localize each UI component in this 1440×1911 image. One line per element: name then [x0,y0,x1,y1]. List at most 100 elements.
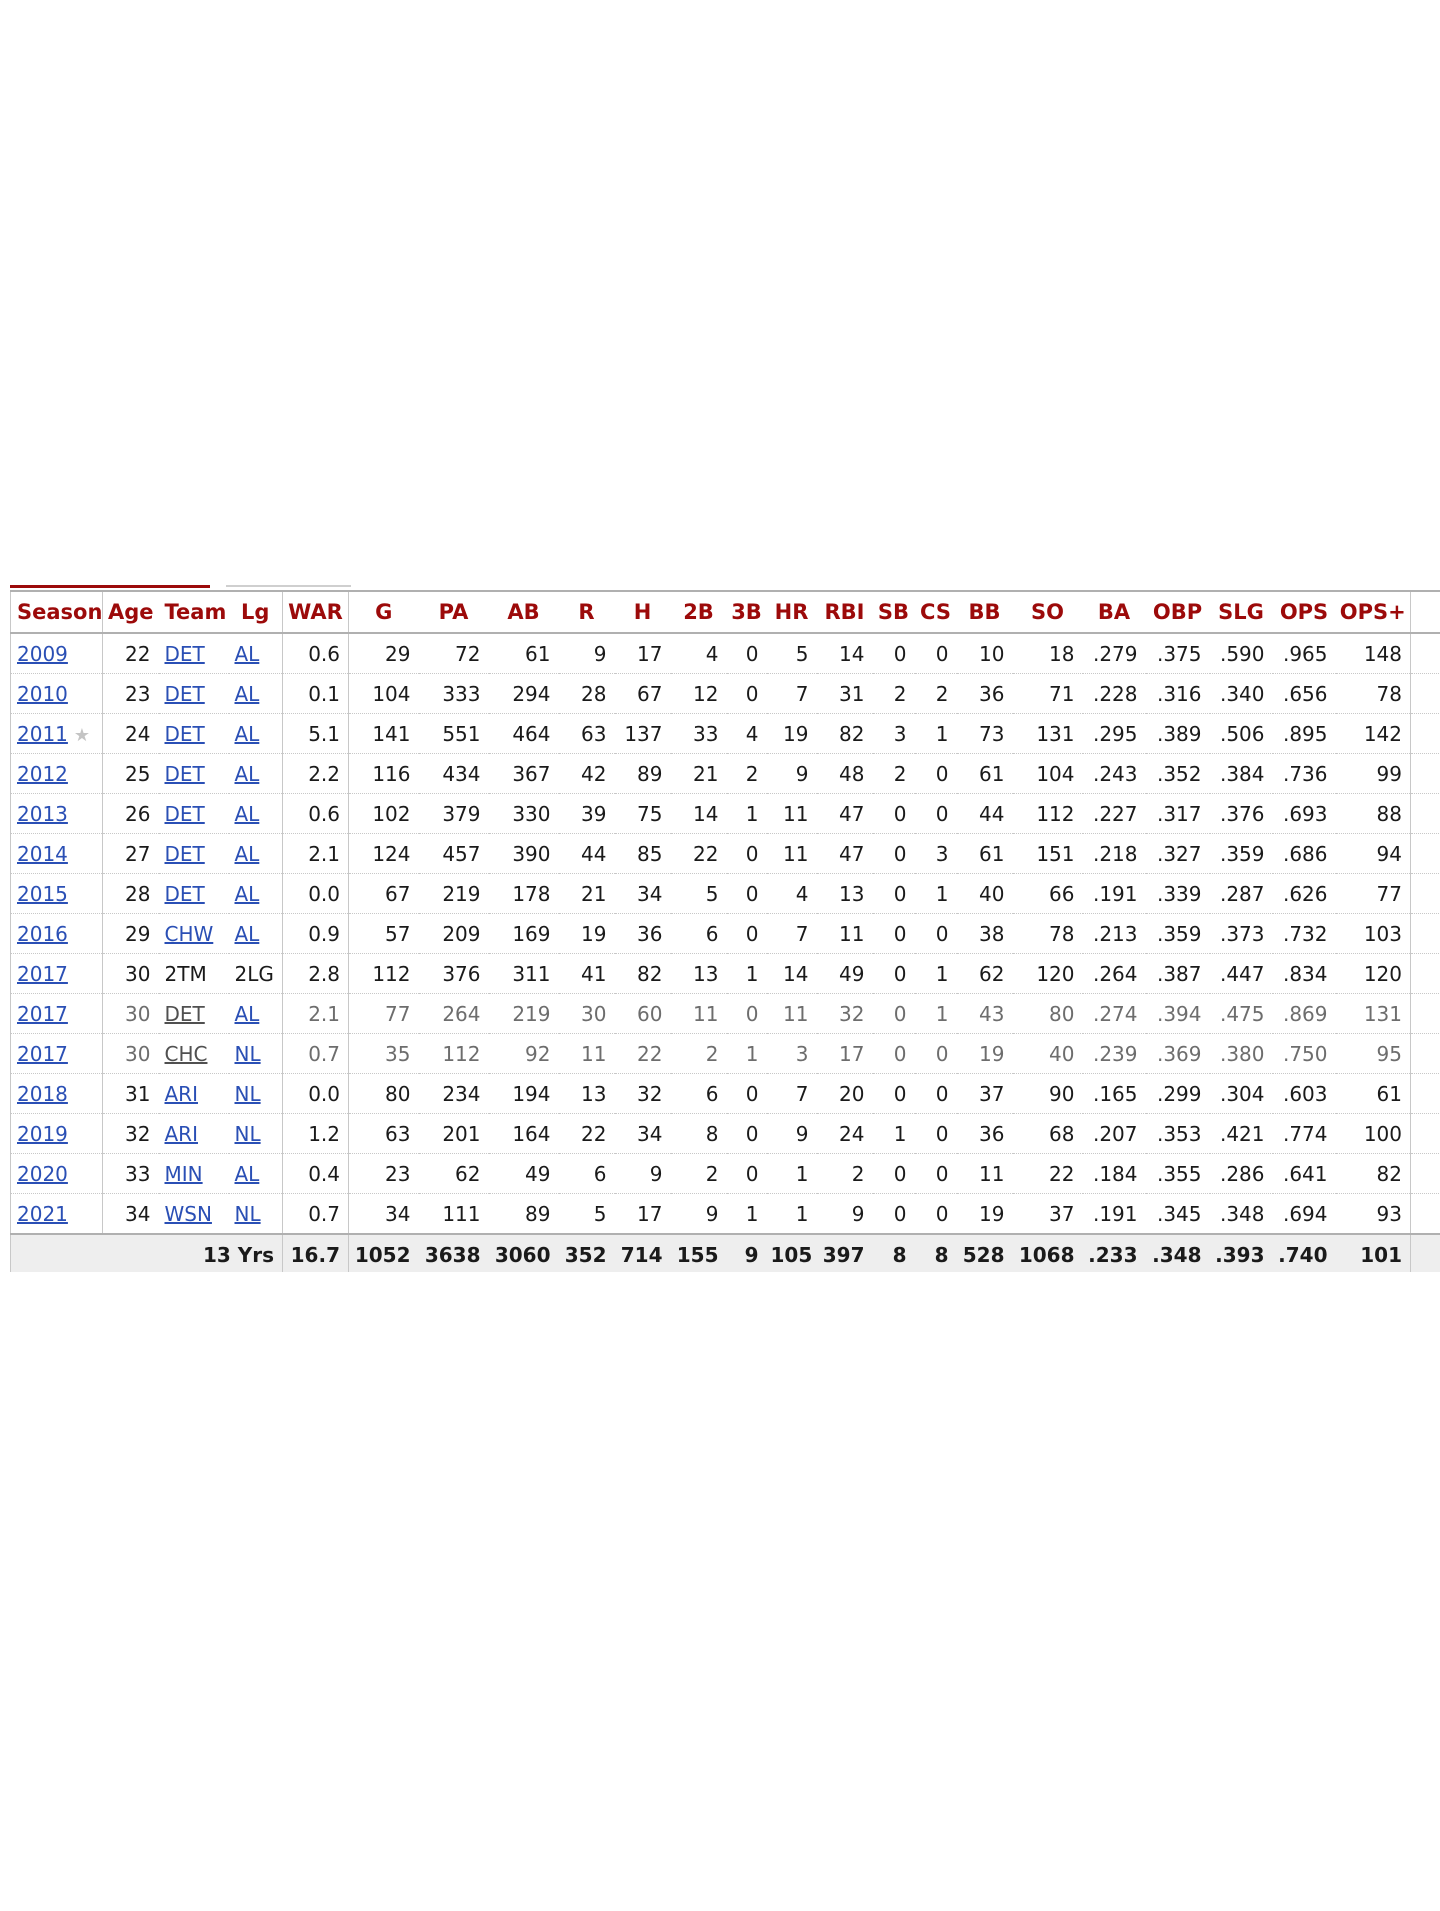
season-link[interactable]: 2014 [17,841,68,866]
extra-cell [1410,873,1440,914]
team-link[interactable]: ARI [164,1121,198,1146]
team-link[interactable]: MIN [164,1161,203,1186]
h-cell: 67 [614,673,671,714]
league-link[interactable]: AL [234,841,260,866]
header-3b[interactable]: 3B [726,590,767,634]
header-ops-plus[interactable]: OPS+ [1335,590,1411,634]
team-link[interactable]: DET [164,841,205,866]
ops-plus-cell: 95 [1335,1033,1411,1074]
league-link[interactable]: AL [234,1001,260,1026]
slg-cell: .359 [1209,833,1273,874]
header-season[interactable]: Season [10,590,103,634]
pa-cell: 234 [418,1073,489,1114]
war-cell: 5.1 [282,713,349,754]
r-cell: 5 [558,1193,615,1235]
team-link[interactable]: DET [164,761,205,786]
header-obp[interactable]: OBP [1145,590,1210,634]
season-link[interactable]: 2011 [17,721,68,746]
season-link[interactable]: 2020 [17,1161,68,1186]
header-ops[interactable]: OPS [1272,590,1336,634]
league-link[interactable]: AL [234,801,260,826]
header-2b[interactable]: 2B [670,590,727,634]
header-ba[interactable]: BA [1082,590,1146,634]
2b-cell: 6 [670,913,727,954]
age-cell: 26 [102,793,159,834]
header-team[interactable]: Team [158,590,229,634]
r-cell: 21 [558,873,615,914]
season-link[interactable]: 2010 [17,681,68,706]
header-lg[interactable]: Lg [228,590,283,634]
league-link[interactable]: NL [234,1201,261,1226]
league-link[interactable]: AL [234,641,260,666]
league-link[interactable]: AL [234,1161,260,1186]
season-link[interactable]: 2021 [17,1201,68,1226]
header-bb[interactable]: BB [956,590,1013,634]
cs-cell: 3 [914,833,957,874]
season-cell: 2016 [10,913,103,954]
header-cs[interactable]: CS [914,590,957,634]
team-link[interactable]: DET [164,681,205,706]
team-link[interactable]: DET [164,1001,205,1026]
header-pa[interactable]: PA [418,590,489,634]
header-so[interactable]: SO [1012,590,1083,634]
g-cell: 141 [348,713,419,754]
hr-cell: 5 [766,633,817,674]
war-cell: 0.1 [282,673,349,714]
header-ab[interactable]: AB [488,590,559,634]
g-cell: 57 [348,913,419,954]
team-link[interactable]: CHW [164,921,214,946]
team-link[interactable]: DET [164,801,205,826]
3b-cell: 1 [726,1193,767,1235]
header-slg[interactable]: SLG [1209,590,1273,634]
batting-stats-panel: Season Age Team Lg WAR G PA AB R H 2B 3B… [10,582,1440,1272]
team-link[interactable]: DET [164,641,205,666]
header-age[interactable]: Age [102,590,159,634]
bb-cell: 19 [956,1193,1013,1235]
inactive-tab-indicator[interactable] [226,585,351,587]
header-h[interactable]: H [614,590,671,634]
season-link[interactable]: 2017 [17,1001,68,1026]
sb-cell: 0 [872,633,915,674]
league-link[interactable]: AL [234,881,260,906]
season-cell: 2017 [10,1033,103,1074]
league-link[interactable]: NL [234,1121,261,1146]
team-link[interactable]: DET [164,721,205,746]
season-link[interactable]: 2015 [17,881,68,906]
bb-cell: 11 [956,1153,1013,1194]
league-link[interactable]: AL [234,681,260,706]
bb-cell: 36 [956,673,1013,714]
header-hr[interactable]: HR [766,590,817,634]
season-link[interactable]: 2019 [17,1121,68,1146]
header-rbi[interactable]: RBI [816,590,873,634]
league-link[interactable]: AL [234,761,260,786]
header-r[interactable]: R [558,590,615,634]
extra-cell [1410,1193,1440,1235]
league-link[interactable]: NL [234,1081,261,1106]
header-sb[interactable]: SB [872,590,915,634]
season-link[interactable]: 2016 [17,921,68,946]
header-g[interactable]: G [348,590,419,634]
header-war[interactable]: WAR [282,590,349,634]
league-link[interactable]: AL [234,721,260,746]
season-link[interactable]: 2017 [17,961,68,986]
active-tab-indicator[interactable] [10,585,210,588]
team-link[interactable]: ARI [164,1081,198,1106]
so-cell: 80 [1012,993,1083,1034]
team-link[interactable]: CHC [164,1041,208,1066]
team-link[interactable]: DET [164,881,205,906]
league-link[interactable]: NL [234,1041,261,1066]
2b-cell: 14 [670,793,727,834]
season-cell: 2013 [10,793,103,834]
table-row: 2018 31 ARI NL 0.0 80 234 194 13 32 6 0 7 20 0 0 37 90.16… [10,1073,1440,1114]
season-link[interactable]: 2017 [17,1041,68,1066]
league-link[interactable]: AL [234,921,260,946]
obp-cell: .316 [1145,673,1210,714]
season-link[interactable]: 2012 [17,761,68,786]
season-link[interactable]: 2018 [17,1081,68,1106]
team-link[interactable]: WSN [164,1201,212,1226]
extra-cell [1410,953,1440,994]
season-link[interactable]: 2009 [17,641,68,666]
3b-cell: 1 [726,1033,767,1074]
obp-cell: .345 [1145,1193,1210,1235]
season-link[interactable]: 2013 [17,801,68,826]
